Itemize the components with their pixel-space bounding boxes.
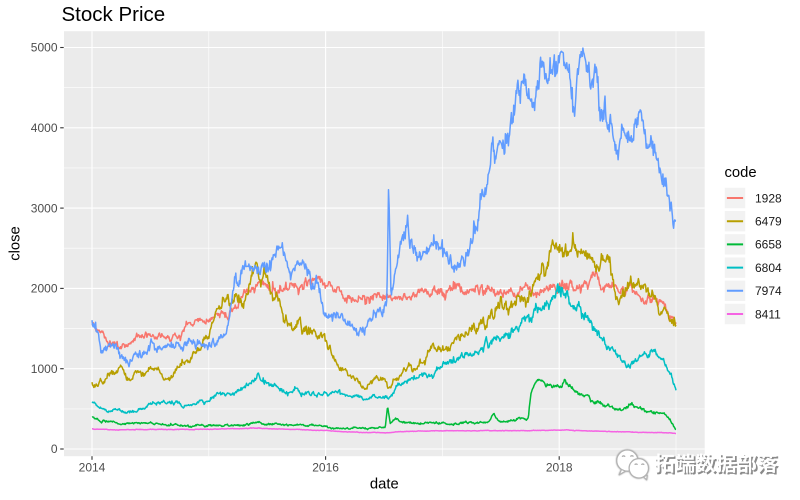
svg-text:Stock Price: Stock Price	[62, 3, 166, 26]
svg-text:2018: 2018	[546, 461, 573, 475]
svg-text:4000: 4000	[31, 121, 58, 135]
svg-text:5000: 5000	[31, 41, 58, 55]
svg-text:1928: 1928	[755, 191, 782, 205]
svg-text:6658: 6658	[755, 238, 782, 252]
svg-text:7974: 7974	[755, 284, 782, 298]
svg-text:6804: 6804	[755, 261, 782, 275]
svg-text:6479: 6479	[755, 215, 782, 229]
svg-text:3000: 3000	[31, 201, 58, 215]
svg-text:1000: 1000	[31, 362, 58, 376]
svg-text:date: date	[370, 477, 399, 493]
svg-text:close: close	[8, 226, 24, 261]
svg-text:8411: 8411	[755, 307, 781, 321]
svg-text:2000: 2000	[31, 282, 58, 296]
svg-text:0: 0	[51, 442, 58, 456]
svg-text:2014: 2014	[79, 461, 106, 475]
svg-text:2016: 2016	[312, 461, 339, 475]
svg-text:code: code	[725, 165, 757, 181]
